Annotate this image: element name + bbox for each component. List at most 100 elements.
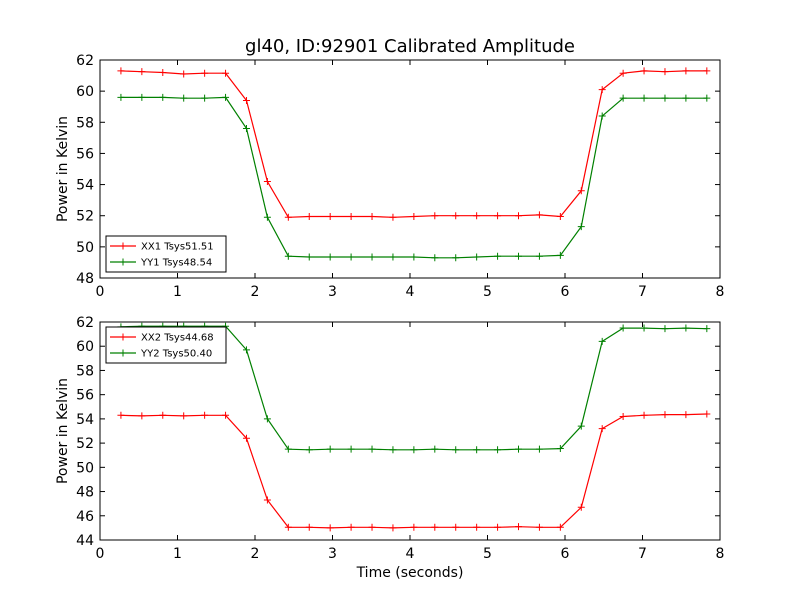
data-point — [159, 411, 167, 419]
data-point — [410, 523, 418, 531]
x-tick-label: 2 — [251, 546, 260, 562]
data-point — [305, 253, 313, 261]
data-point — [598, 337, 606, 345]
data-point — [368, 445, 376, 453]
data-point — [180, 70, 188, 78]
y-tick-label: 58 — [76, 363, 94, 379]
legend-box — [105, 235, 227, 273]
x-tick-label: 4 — [406, 546, 415, 562]
data-point — [201, 94, 209, 102]
data-point — [556, 523, 564, 531]
y-tick-label: 44 — [76, 533, 94, 549]
legend-label: XX2 Tsys44.68 — [141, 333, 214, 344]
data-point — [389, 524, 397, 532]
x-tick-label: 2 — [251, 284, 260, 300]
x-tick-label: 0 — [96, 546, 105, 562]
legend-marker — [119, 258, 127, 266]
x-tick-label: 5 — [483, 284, 492, 300]
legend-marker — [119, 242, 127, 250]
data-point — [640, 324, 648, 332]
x-tick-label: 0 — [96, 284, 105, 300]
data-point — [305, 523, 313, 531]
y-tick-label: 62 — [76, 315, 94, 331]
data-point — [703, 410, 711, 418]
data-point — [494, 212, 502, 220]
y-axis-label: Power in Kelvin — [55, 116, 71, 222]
data-point — [284, 445, 292, 453]
y-tick-label: 56 — [76, 146, 94, 162]
y-axis-label: Power in Kelvin — [55, 378, 71, 484]
data-point — [305, 446, 313, 454]
data-point — [473, 446, 481, 454]
data-point — [180, 412, 188, 420]
data-point — [473, 523, 481, 531]
data-point — [347, 523, 355, 531]
y-tick-label: 62 — [76, 53, 94, 69]
data-point — [347, 212, 355, 220]
data-point — [389, 253, 397, 261]
data-point — [368, 212, 376, 220]
legend-label: YY1 Tsys48.54 — [140, 258, 212, 269]
data-point — [431, 445, 439, 453]
x-tick-label: 5 — [483, 546, 492, 562]
x-tick-label: 3 — [328, 546, 337, 562]
data-point — [242, 125, 250, 133]
data-point — [284, 213, 292, 221]
data-point — [222, 69, 230, 77]
data-point — [619, 69, 627, 77]
x-tick-label: 1 — [173, 284, 182, 300]
data-point — [577, 422, 585, 430]
data-point — [326, 253, 334, 261]
data-point — [682, 411, 690, 419]
data-point — [431, 212, 439, 220]
data-point — [494, 523, 502, 531]
data-point — [577, 187, 585, 195]
y-tick-label: 56 — [76, 388, 94, 404]
data-point — [556, 251, 564, 259]
data-point — [117, 411, 125, 419]
data-point — [410, 446, 418, 454]
y-tick-label: 54 — [76, 178, 94, 194]
data-point — [159, 68, 167, 76]
y-tick-label: 52 — [76, 436, 94, 452]
data-point — [138, 93, 146, 101]
data-point — [598, 86, 606, 94]
data-point — [682, 94, 690, 102]
data-point — [661, 411, 669, 419]
data-point — [452, 212, 460, 220]
data-point — [452, 254, 460, 262]
x-axis-label: Time (seconds) — [356, 565, 464, 581]
data-point — [598, 425, 606, 433]
data-point — [284, 523, 292, 531]
data-point — [661, 325, 669, 333]
data-point — [222, 93, 230, 101]
data-point — [117, 67, 125, 75]
data-point — [263, 213, 271, 221]
chart-title: gl40, ID:92901 Calibrated Amplitude — [245, 36, 575, 57]
data-point — [682, 324, 690, 332]
data-point — [284, 252, 292, 260]
data-point — [410, 253, 418, 261]
data-point — [326, 524, 334, 532]
data-point — [368, 523, 376, 531]
data-point — [431, 254, 439, 262]
data-point — [535, 211, 543, 219]
data-point — [263, 177, 271, 185]
data-point — [661, 94, 669, 102]
y-tick-label: 48 — [76, 485, 94, 501]
data-point — [117, 93, 125, 101]
x-tick-label: 6 — [561, 546, 570, 562]
data-point — [556, 445, 564, 453]
data-point — [242, 96, 250, 104]
data-point — [515, 523, 522, 531]
data-point — [326, 445, 334, 453]
x-tick-label: 6 — [561, 284, 570, 300]
data-point — [703, 325, 711, 333]
data-point — [682, 67, 690, 75]
data-point — [263, 496, 271, 504]
y-tick-label: 48 — [76, 271, 94, 287]
data-point — [535, 252, 543, 260]
